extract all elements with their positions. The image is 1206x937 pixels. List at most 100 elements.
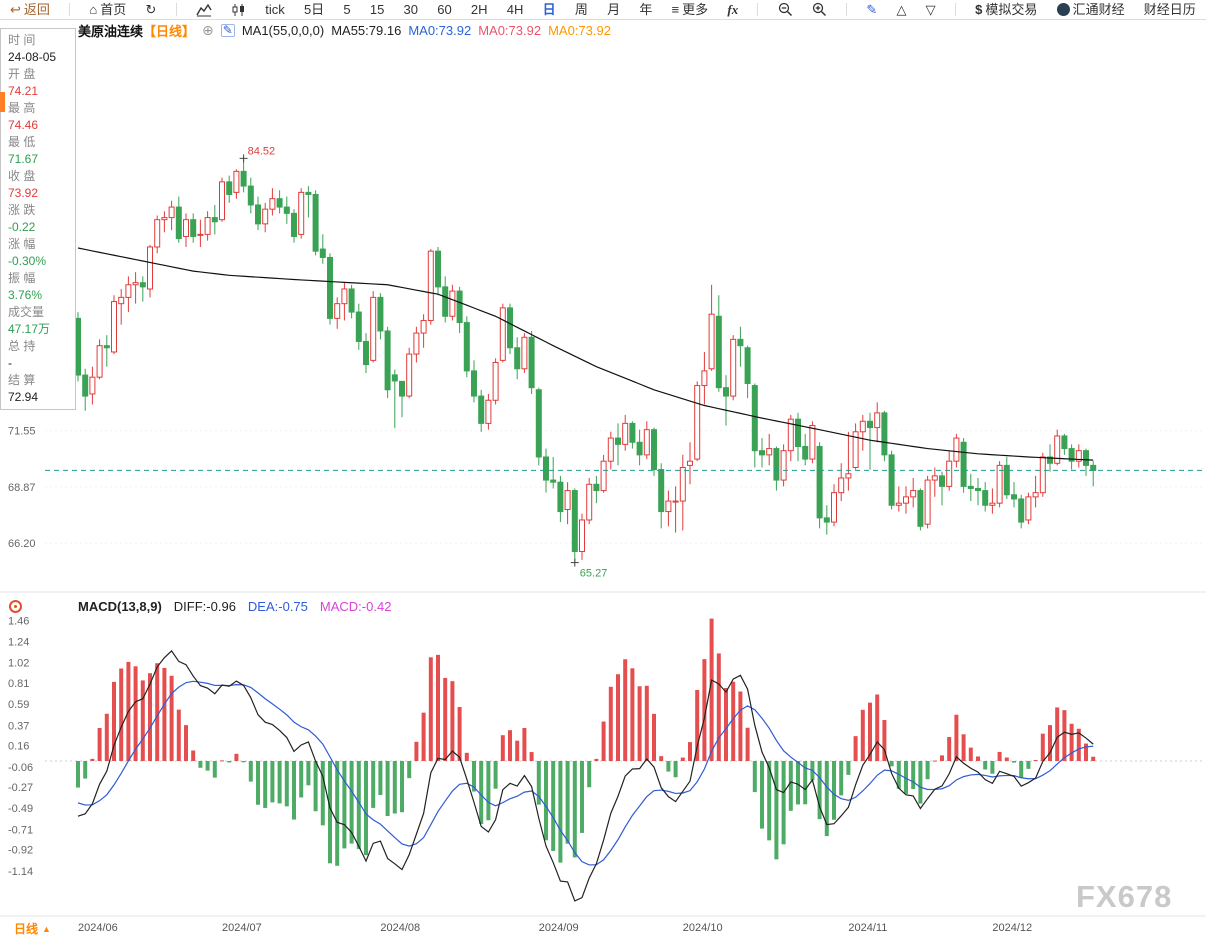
info-value: 72.94 — [8, 390, 39, 404]
calendar-button[interactable]: 财经日历 — [1144, 1, 1196, 19]
zoom-in-icon — [812, 2, 826, 17]
timeframe-yearly-button[interactable]: 年 — [639, 1, 652, 19]
line-chart-button[interactable] — [196, 3, 212, 17]
triangle-up-icon: △ — [896, 1, 907, 17]
info-row: 收 盘 73.92 — [8, 168, 75, 202]
info-row: 涨 跌 -0.22 — [8, 202, 75, 236]
info-row: 最 低 71.67 — [8, 134, 75, 168]
indicator-target-icon[interactable] — [9, 600, 22, 613]
timeframe-5m-button[interactable]: 5 — [343, 1, 350, 19]
svg-text:2024/09: 2024/09 — [539, 922, 579, 934]
info-label: 收 盘 — [8, 169, 36, 183]
ma-settings-icon[interactable]: ✎ — [220, 23, 235, 37]
panel-drag-handle[interactable] — [0, 92, 5, 112]
timeframe-label: 60 — [437, 1, 452, 17]
chevron-up-icon: ▲ — [42, 923, 51, 934]
svg-text:84.52: 84.52 — [248, 145, 276, 157]
info-label: 时 间 — [8, 33, 36, 47]
separator — [954, 3, 956, 16]
candlestick-chart-button[interactable] — [231, 3, 246, 17]
line-chart-icon — [196, 3, 212, 16]
separator — [175, 3, 177, 16]
svg-text:0.59: 0.59 — [8, 699, 29, 711]
back-button[interactable]: ↩ 返回 — [10, 1, 50, 19]
info-value: 74.46 — [8, 118, 39, 132]
timeframe-label: 年 — [639, 1, 653, 17]
info-value: 73.92 — [8, 186, 39, 200]
back-icon: ↩ — [10, 1, 21, 17]
info-row: 最 高 74.46 — [8, 100, 75, 134]
info-value: 24-08-05 — [8, 50, 57, 64]
timeframe-label: 5 — [343, 1, 351, 17]
menu-icon: ≡ — [671, 1, 680, 17]
timeframe-label: 日 — [542, 1, 556, 17]
zoom-out-icon — [778, 2, 792, 17]
top-toolbar: ↩ 返回 ⌂ 首页 ↻ tick 5日 5 — [0, 0, 1206, 20]
svg-text:2024/10: 2024/10 — [683, 922, 723, 934]
info-label: 总 持 — [8, 339, 36, 353]
back-label: 返回 — [23, 1, 50, 17]
ma0-value-orange: MA0:73.92 — [548, 23, 611, 38]
timeframe-label: 2H — [470, 1, 488, 17]
pane-period-label: 日线 — [14, 922, 39, 936]
add-indicator-icon[interactable]: ⊕ — [202, 22, 214, 38]
sim-trading-button[interactable]: $ 模拟交易 — [975, 1, 1037, 19]
info-label: 最 低 — [8, 135, 36, 149]
zoom-in-button[interactable] — [812, 2, 827, 17]
zoom-out-button[interactable] — [778, 2, 793, 17]
svg-text:-1.14: -1.14 — [8, 866, 33, 878]
timeframe-tick-button[interactable]: tick — [265, 1, 285, 19]
timeframe-30m-button[interactable]: 30 — [404, 1, 418, 19]
separator — [757, 3, 759, 16]
timeframe-monthly-button[interactable]: 月 — [607, 1, 620, 19]
more-button[interactable]: ≡ 更多 — [672, 1, 709, 19]
svg-text:2024/08: 2024/08 — [380, 922, 420, 934]
info-row: 成交量 47.17万 — [8, 304, 75, 338]
calendar-label: 财经日历 — [1143, 1, 1196, 17]
pane-period-selector[interactable]: 日线 ▲ — [14, 920, 51, 937]
dollar-icon: $ — [975, 1, 983, 17]
info-value: - — [8, 356, 12, 370]
info-row: 振 幅 3.76% — [8, 270, 75, 304]
timeframe-weekly-button[interactable]: 周 — [575, 1, 588, 19]
svg-text:1.02: 1.02 — [8, 658, 29, 670]
timeframe-daily-button[interactable]: 日 — [543, 1, 556, 19]
brand-button[interactable]: 汇通财经 — [1056, 1, 1125, 19]
info-value: 71.67 — [8, 152, 39, 166]
timeframe-60m-button[interactable]: 60 — [437, 1, 451, 19]
macd-header: MACD(13,8,9) DIFF:-0.96 DEA:-0.75 MACD:-… — [78, 599, 391, 614]
fx678-watermark: FX678 — [1076, 879, 1173, 914]
top-signal-button[interactable]: △ — [896, 1, 906, 19]
bottom-signal-button[interactable]: ▽ — [926, 1, 936, 19]
indicator-fx-button[interactable]: fx — [727, 1, 738, 19]
timeframe-label: 月 — [607, 1, 621, 17]
timeframe-5day-button[interactable]: 5日 — [304, 1, 324, 19]
info-label: 结 算 — [8, 373, 36, 387]
separator — [69, 3, 71, 16]
info-value: -0.30% — [8, 254, 47, 268]
refresh-button[interactable]: ↻ — [145, 1, 156, 19]
timeframe-label: 周 — [574, 1, 588, 17]
draw-tool-button[interactable]: ✎ — [866, 1, 877, 19]
ma0-value-pink: MA0:73.92 — [478, 23, 542, 38]
info-label: 涨 幅 — [8, 237, 36, 251]
home-button[interactable]: ⌂ 首页 — [89, 1, 126, 19]
more-label: 更多 — [682, 1, 709, 17]
timeframe-4h-button[interactable]: 4H — [507, 1, 524, 19]
ma-settings-label: MA1(55,0,0,0) — [241, 23, 325, 38]
svg-text:0.81: 0.81 — [8, 678, 29, 690]
info-label: 开 盘 — [8, 67, 36, 81]
info-label: 成交量 — [8, 305, 45, 319]
separator — [846, 3, 848, 16]
info-row: 结 算 72.94 — [8, 372, 75, 406]
svg-text:1.46: 1.46 — [8, 615, 29, 627]
timeframe-2h-button[interactable]: 2H — [471, 1, 488, 19]
timeframe-15m-button[interactable]: 15 — [370, 1, 384, 19]
info-label: 涨 跌 — [8, 203, 36, 217]
sim-trading-label: 模拟交易 — [985, 1, 1038, 17]
info-value: 3.76% — [8, 288, 43, 302]
candlestick-chart-icon — [232, 3, 245, 16]
triangle-down-icon: ▽ — [925, 1, 936, 17]
